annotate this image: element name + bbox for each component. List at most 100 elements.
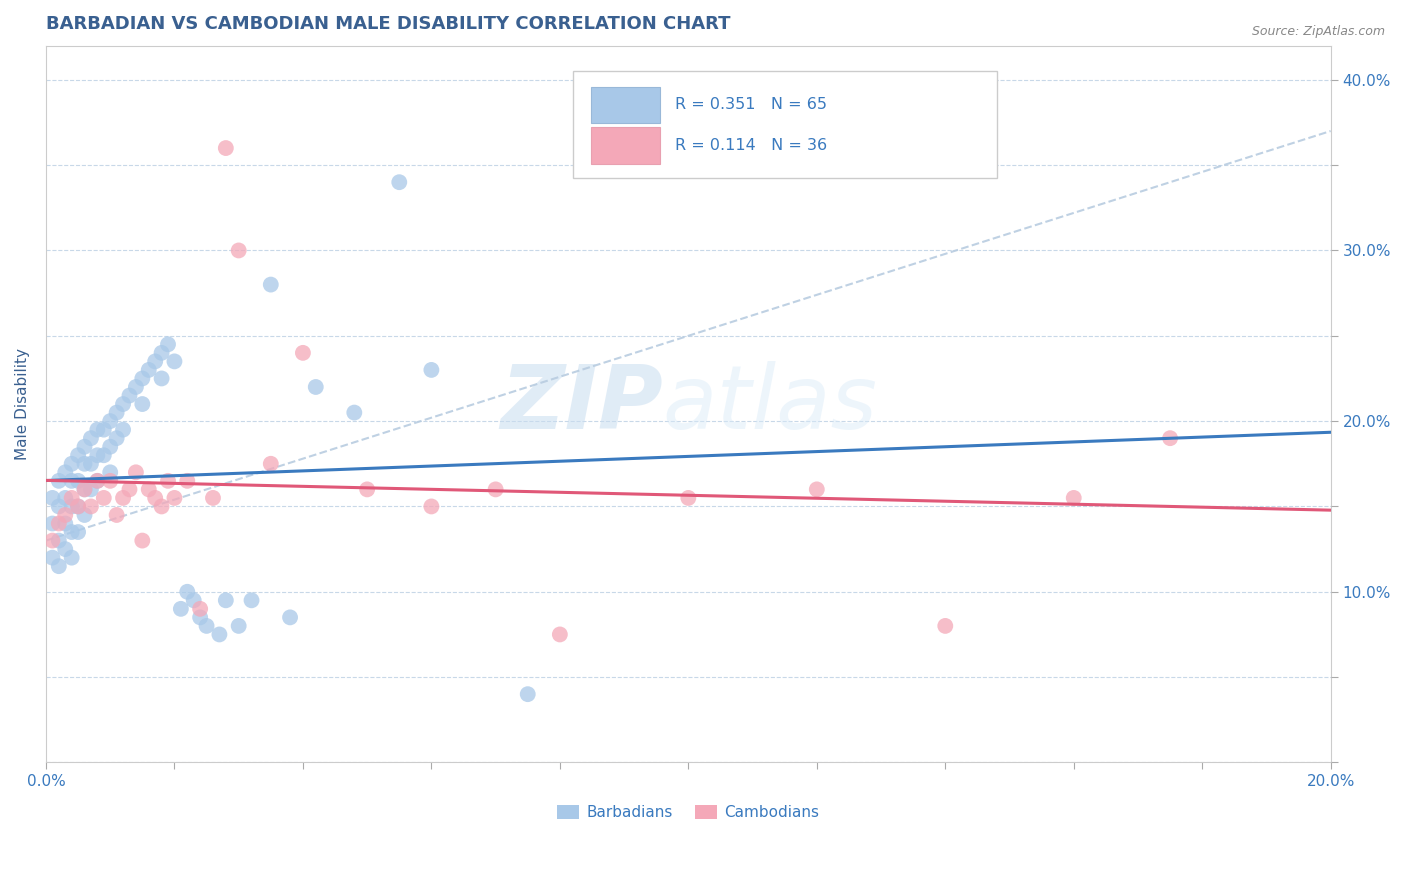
Point xyxy=(157,474,180,488)
Point xyxy=(548,627,571,641)
Point xyxy=(131,397,153,411)
Point xyxy=(356,483,378,497)
Point xyxy=(118,388,141,402)
Point xyxy=(98,414,121,428)
Point xyxy=(60,491,83,505)
Point xyxy=(86,448,108,462)
Point xyxy=(67,500,90,514)
Point xyxy=(53,491,76,505)
Point xyxy=(343,406,366,420)
Point xyxy=(201,491,224,505)
Point xyxy=(188,602,211,616)
Text: R = 0.351   N = 65: R = 0.351 N = 65 xyxy=(675,97,828,112)
Point xyxy=(93,448,115,462)
Point xyxy=(1063,491,1085,505)
Point xyxy=(143,354,166,368)
Point xyxy=(105,431,128,445)
Point xyxy=(516,687,538,701)
Point xyxy=(73,483,96,497)
Point xyxy=(176,584,198,599)
Point xyxy=(48,500,70,514)
Point xyxy=(60,457,83,471)
Point xyxy=(73,440,96,454)
Point xyxy=(678,491,700,505)
Point xyxy=(80,457,103,471)
Point xyxy=(73,508,96,522)
Point xyxy=(1159,431,1181,445)
Point xyxy=(131,533,153,548)
Point xyxy=(118,483,141,497)
Point xyxy=(150,346,173,360)
Point xyxy=(41,550,63,565)
Point xyxy=(215,593,238,607)
Point xyxy=(98,466,121,480)
Point xyxy=(260,277,283,292)
Point xyxy=(48,474,70,488)
Point xyxy=(806,483,828,497)
Point xyxy=(41,491,63,505)
Point xyxy=(60,474,83,488)
Y-axis label: Male Disability: Male Disability xyxy=(15,348,30,460)
Point xyxy=(112,423,135,437)
Text: R = 0.114   N = 36: R = 0.114 N = 36 xyxy=(675,137,828,153)
Point xyxy=(240,593,263,607)
Point xyxy=(60,550,83,565)
Point xyxy=(260,457,283,471)
Point xyxy=(125,466,148,480)
Point xyxy=(53,516,76,531)
Point xyxy=(163,491,186,505)
Point xyxy=(163,354,186,368)
Point xyxy=(138,363,160,377)
Point xyxy=(195,619,218,633)
Point xyxy=(170,602,193,616)
Point xyxy=(150,500,173,514)
Point xyxy=(93,423,115,437)
Point xyxy=(228,619,250,633)
Point xyxy=(86,474,108,488)
Point xyxy=(420,363,443,377)
Point xyxy=(41,533,63,548)
Point xyxy=(48,533,70,548)
Point xyxy=(67,500,90,514)
Text: atlas: atlas xyxy=(662,361,877,447)
Point xyxy=(305,380,328,394)
Point xyxy=(53,466,76,480)
Point xyxy=(86,474,108,488)
Point xyxy=(125,380,148,394)
Point xyxy=(93,491,115,505)
Text: BARBADIAN VS CAMBODIAN MALE DISABILITY CORRELATION CHART: BARBADIAN VS CAMBODIAN MALE DISABILITY C… xyxy=(46,15,731,33)
FancyBboxPatch shape xyxy=(591,128,659,164)
Point xyxy=(215,141,238,155)
Point xyxy=(183,593,205,607)
Legend: Barbadians, Cambodians: Barbadians, Cambodians xyxy=(551,799,825,827)
Point xyxy=(80,483,103,497)
FancyBboxPatch shape xyxy=(591,87,659,123)
Point xyxy=(150,371,173,385)
Point xyxy=(228,244,250,258)
Point xyxy=(157,337,180,351)
Point xyxy=(80,431,103,445)
Point xyxy=(98,474,121,488)
Point xyxy=(934,619,956,633)
FancyBboxPatch shape xyxy=(572,70,997,178)
Point xyxy=(60,524,83,539)
Point xyxy=(388,175,411,189)
Point xyxy=(53,508,76,522)
Point xyxy=(278,610,301,624)
Text: Source: ZipAtlas.com: Source: ZipAtlas.com xyxy=(1251,25,1385,38)
Point xyxy=(48,559,70,574)
Point xyxy=(73,483,96,497)
Point xyxy=(41,516,63,531)
Point xyxy=(67,448,90,462)
Point xyxy=(485,483,508,497)
Text: ZIP: ZIP xyxy=(501,360,662,448)
Point xyxy=(86,423,108,437)
Point xyxy=(73,457,96,471)
Point xyxy=(60,500,83,514)
Point xyxy=(98,440,121,454)
Point xyxy=(53,542,76,557)
Point xyxy=(105,406,128,420)
Point xyxy=(105,508,128,522)
Point xyxy=(188,610,211,624)
Point xyxy=(291,346,314,360)
